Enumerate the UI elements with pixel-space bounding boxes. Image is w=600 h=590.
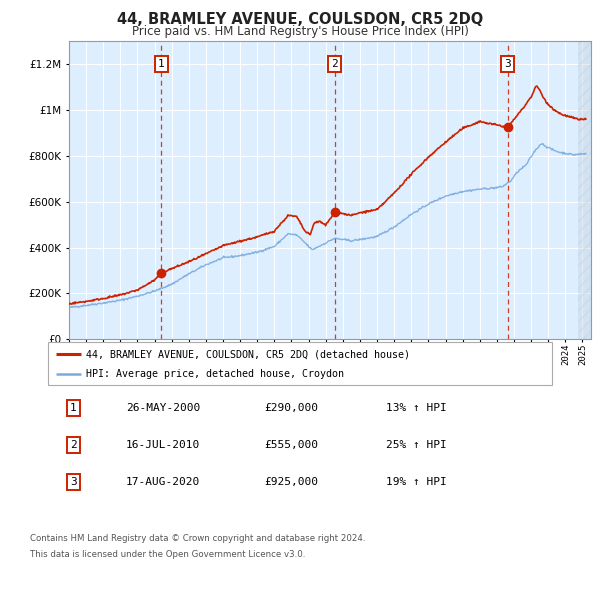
Text: £555,000: £555,000 xyxy=(265,440,319,450)
Text: 44, BRAMLEY AVENUE, COULSDON, CR5 2DQ (detached house): 44, BRAMLEY AVENUE, COULSDON, CR5 2DQ (d… xyxy=(86,349,410,359)
Text: 3: 3 xyxy=(504,59,511,69)
Text: HPI: Average price, detached house, Croydon: HPI: Average price, detached house, Croy… xyxy=(86,369,344,379)
Bar xyxy=(578,41,591,339)
Text: 25% ↑ HPI: 25% ↑ HPI xyxy=(386,440,446,450)
Text: Price paid vs. HM Land Registry's House Price Index (HPI): Price paid vs. HM Land Registry's House … xyxy=(131,25,469,38)
Text: 19% ↑ HPI: 19% ↑ HPI xyxy=(386,477,446,487)
Text: 44, BRAMLEY AVENUE, COULSDON, CR5 2DQ: 44, BRAMLEY AVENUE, COULSDON, CR5 2DQ xyxy=(117,12,483,27)
Text: 13% ↑ HPI: 13% ↑ HPI xyxy=(386,404,446,414)
FancyBboxPatch shape xyxy=(48,342,552,385)
Text: 1: 1 xyxy=(70,404,77,414)
Text: 17-AUG-2020: 17-AUG-2020 xyxy=(126,477,200,487)
Text: 2: 2 xyxy=(70,440,77,450)
Text: £290,000: £290,000 xyxy=(265,404,319,414)
Text: Contains HM Land Registry data © Crown copyright and database right 2024.: Contains HM Land Registry data © Crown c… xyxy=(30,534,365,543)
Text: 3: 3 xyxy=(70,477,77,487)
Text: 26-MAY-2000: 26-MAY-2000 xyxy=(126,404,200,414)
Text: This data is licensed under the Open Government Licence v3.0.: This data is licensed under the Open Gov… xyxy=(30,550,305,559)
Text: £925,000: £925,000 xyxy=(265,477,319,487)
Text: 1: 1 xyxy=(158,59,165,69)
Text: 2: 2 xyxy=(332,59,338,69)
Text: 16-JUL-2010: 16-JUL-2010 xyxy=(126,440,200,450)
